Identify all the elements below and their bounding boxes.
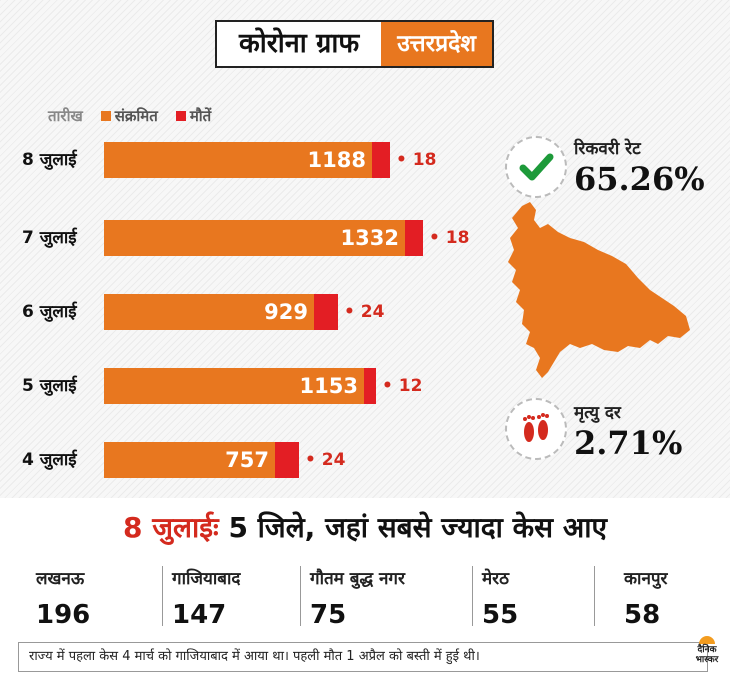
footer-note-box: राज्य में पहला केस 4 मार्च को गाजियाबाद … <box>18 642 708 672</box>
deaths-bar <box>405 220 423 256</box>
recovery-icon-circle <box>505 136 567 198</box>
deaths-swatch <box>175 111 186 121</box>
date-axis-label: तारीख <box>48 107 83 125</box>
deaths-value-label: • 18 <box>396 150 437 170</box>
uttar-pradesh-map <box>508 202 690 378</box>
deaths-value-label: • 18 <box>429 228 470 248</box>
district-divider <box>594 566 595 626</box>
district-name: गाजियाबाद <box>172 569 241 589</box>
recovery-rate-label: रिकवरी रेट <box>574 139 641 159</box>
district-item: गौतम बुद्ध नगर 75 <box>300 562 460 634</box>
headline-text: 5 जिले, जहां सबसे ज्यादा केस आए <box>228 511 607 544</box>
district-divider <box>162 566 163 626</box>
chart-title: कोरोना ग्राफ <box>239 28 360 59</box>
deaths-bar <box>372 142 390 178</box>
infected-bar: 1153 <box>104 368 364 404</box>
bar-row: 7 जुलाई 1332 • 18 <box>0 220 500 256</box>
death-rate-label: मृत्यु दर <box>574 403 621 423</box>
district-value: 196 <box>36 600 91 630</box>
district-value: 75 <box>310 600 347 630</box>
legend-infected-label: संक्रमित <box>114 107 158 125</box>
recovery-rate-value: 65.26% <box>574 160 705 198</box>
district-divider <box>300 566 301 626</box>
date-tick-label: 6 जुलाई <box>22 302 77 322</box>
districts-list: लखनऊ 196 गाजियाबाद 147 गौतम बुद्ध नगर 75… <box>0 562 730 634</box>
death-rate-value: 2.71% <box>574 424 683 462</box>
infected-value-label: 929 <box>264 300 308 324</box>
infected-bar: 757 <box>104 442 275 478</box>
date-tick-label: 5 जुलाई <box>22 376 77 396</box>
infected-value-label: 1188 <box>307 148 366 172</box>
district-item: गाजियाबाद 147 <box>162 562 292 634</box>
bar-row: 5 जुलाई 1153 • 12 <box>0 368 500 404</box>
infected-bar: 1332 <box>104 220 405 256</box>
deaths-bar <box>364 368 376 404</box>
district-value: 58 <box>624 600 661 630</box>
district-value: 147 <box>172 600 227 630</box>
district-item: मेरठ 55 <box>472 562 582 634</box>
infected-value-label: 1153 <box>299 374 358 398</box>
infected-value-label: 1332 <box>340 226 399 250</box>
logo-text: दैनिक भास्कर <box>695 645 719 665</box>
bar-chart: 8 जुलाई 1188 • 18 7 जुलाई 1332 • 18 6 जुलाई 929… <box>0 142 500 478</box>
headline-date: 8 जुलाईः <box>123 511 219 544</box>
footer-note: राज्य में पहला केस 4 मार्च को गाजियाबाद … <box>29 649 480 664</box>
sun-icon <box>699 636 715 644</box>
deaths-value-label: • 24 <box>344 302 385 322</box>
districts-headline: 8 जुलाईः 5 जिले, जहां सबसे ज्यादा केस आए <box>0 508 730 546</box>
bar-row: 8 जुलाई 1188 • 18 <box>0 142 500 178</box>
district-name: कानपुर <box>624 569 668 589</box>
district-name: गौतम बुद्ध नगर <box>310 569 405 589</box>
district-value: 55 <box>482 600 519 630</box>
infected-value-label: 757 <box>225 448 269 472</box>
footprints-icon <box>523 413 549 442</box>
death-icon-circle <box>505 398 567 460</box>
legend-deaths-label: मौतें <box>189 107 212 125</box>
district-item: कानपुर 58 <box>594 562 704 634</box>
region-tag: उत्तरप्रदेश <box>381 22 493 66</box>
deaths-bar <box>275 442 299 478</box>
district-name: लखनऊ <box>36 569 85 589</box>
date-tick-label: 8 जुलाई <box>22 150 77 170</box>
infected-bar: 1188 <box>104 142 372 178</box>
date-tick-label: 7 जुलाई <box>22 228 77 248</box>
dainik-bhaskar-logo: दैनिक भास्कर <box>690 636 724 665</box>
bar-row: 4 जुलाई 757 • 24 <box>0 442 500 478</box>
deaths-bar <box>314 294 338 330</box>
district-name: मेरठ <box>482 569 509 589</box>
date-tick-label: 4 जुलाई <box>22 450 77 470</box>
chart-legend: तारीख संक्रमित मौतें <box>48 106 211 126</box>
infected-swatch <box>100 111 111 121</box>
district-divider <box>472 566 473 626</box>
deaths-value-label: • 12 <box>382 376 423 396</box>
title-box: कोरोना ग्राफ उत्तरप्रदेश <box>215 20 495 68</box>
bar-row: 6 जुलाई 929 • 24 <box>0 294 500 330</box>
deaths-value-label: • 24 <box>305 450 346 470</box>
check-icon <box>519 153 554 181</box>
infected-bar: 929 <box>104 294 314 330</box>
district-item: लखनऊ 196 <box>36 562 156 634</box>
